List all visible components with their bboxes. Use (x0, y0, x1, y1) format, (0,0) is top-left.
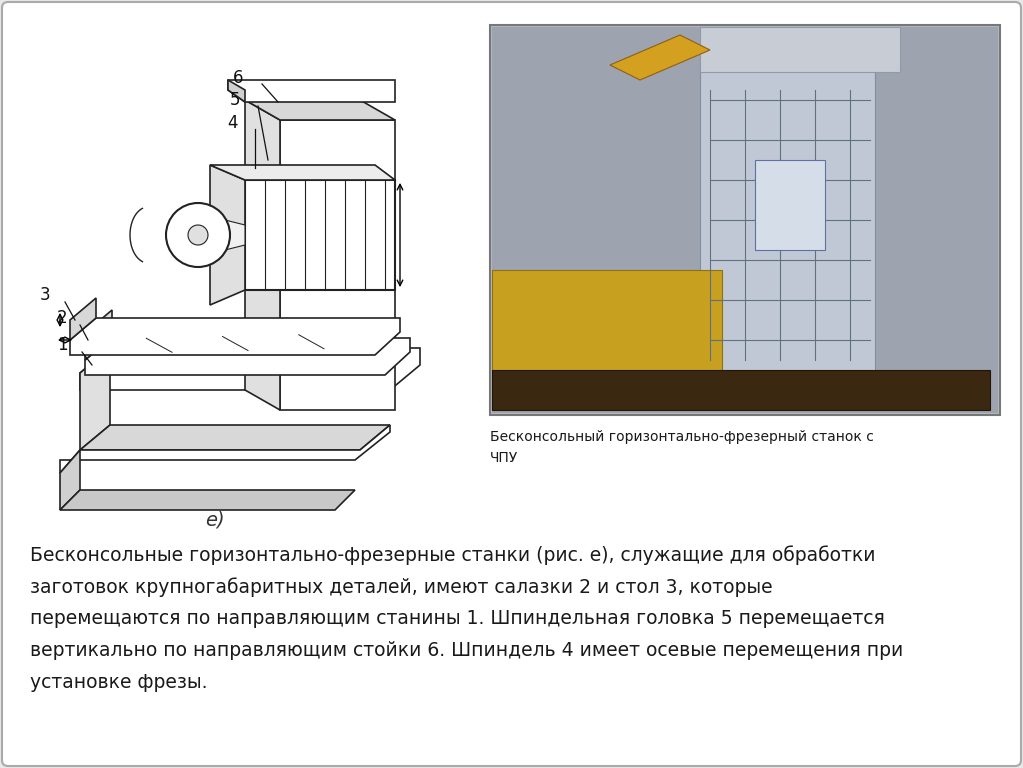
Text: 5: 5 (230, 91, 240, 109)
Polygon shape (228, 80, 395, 102)
Polygon shape (60, 450, 80, 510)
Text: 2: 2 (56, 309, 68, 327)
Polygon shape (80, 425, 390, 450)
Polygon shape (228, 80, 244, 102)
Bar (700, 40, 875, 395)
Bar (492, 270, 722, 400)
Text: 3: 3 (40, 286, 50, 304)
Text: 4: 4 (227, 114, 237, 132)
Text: заготовок крупногабаритных деталей, имеют салазки 2 и стол 3, которые: заготовок крупногабаритных деталей, имею… (30, 577, 772, 597)
Circle shape (188, 225, 208, 245)
Bar (492, 27, 998, 413)
Polygon shape (210, 165, 244, 305)
Bar (700, 27, 900, 72)
Polygon shape (60, 490, 355, 510)
Polygon shape (280, 120, 395, 410)
Text: 1: 1 (56, 336, 68, 354)
Text: вертикально по направляющим стойки 6. Шпиндель 4 имеет осевые перемещения при: вертикально по направляющим стойки 6. Шп… (30, 641, 903, 660)
Polygon shape (492, 370, 990, 410)
Polygon shape (70, 318, 400, 355)
Polygon shape (85, 338, 410, 375)
Text: Бесконсольные горизонтально-фрезерные станки (рис. е), служащие для обработки: Бесконсольные горизонтально-фрезерные ст… (30, 545, 876, 564)
Polygon shape (610, 35, 710, 80)
Text: Бесконсольный горизонтально-фрезерный станок с
ЧПУ: Бесконсольный горизонтально-фрезерный ст… (490, 430, 874, 465)
Text: перемещаются по направляющим станины 1. Шпиндельная головка 5 перемещается: перемещаются по направляющим станины 1. … (30, 609, 885, 628)
Polygon shape (244, 100, 280, 410)
Text: установке фрезы.: установке фрезы. (30, 673, 208, 692)
Bar (755, 160, 825, 250)
Polygon shape (80, 348, 420, 390)
Polygon shape (80, 348, 110, 450)
Polygon shape (60, 425, 390, 473)
Polygon shape (210, 165, 395, 180)
Polygon shape (70, 298, 96, 340)
Text: е): е) (206, 511, 225, 529)
Text: 6: 6 (233, 69, 243, 87)
Circle shape (166, 203, 230, 267)
Polygon shape (244, 180, 395, 290)
Polygon shape (213, 217, 244, 253)
Polygon shape (85, 310, 112, 360)
Polygon shape (244, 100, 395, 120)
Bar (490, 25, 1000, 415)
